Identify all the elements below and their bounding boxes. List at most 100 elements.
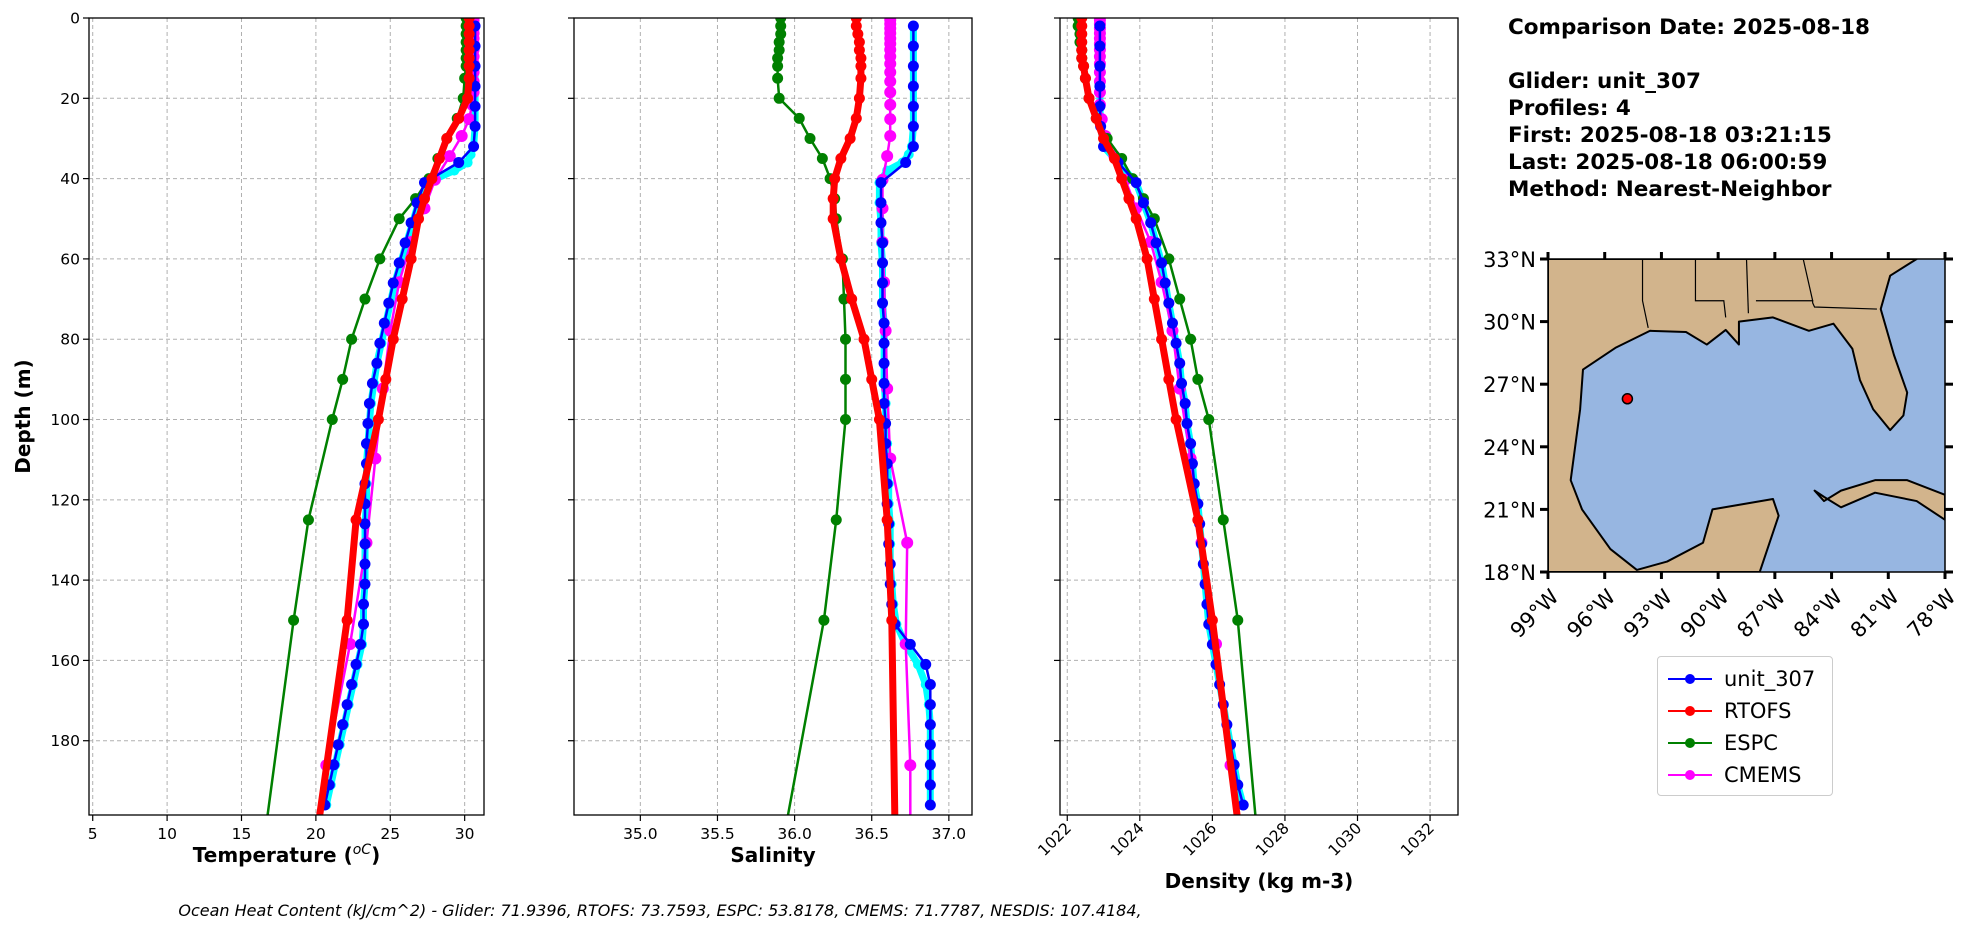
data-point-espc bbox=[1250, 816, 1261, 827]
data-point-espc bbox=[840, 373, 852, 385]
data-point-rtofs bbox=[858, 333, 870, 345]
data-point-glider bbox=[900, 157, 912, 169]
data-point-glider bbox=[877, 257, 889, 269]
data-point-rtofs bbox=[426, 173, 438, 185]
data-point-rtofs bbox=[853, 92, 865, 104]
data-point-glider bbox=[877, 277, 889, 289]
data-point-glider bbox=[374, 337, 386, 349]
data-point-rtofs bbox=[341, 614, 353, 626]
data-point-rtofs bbox=[889, 816, 900, 827]
data-point-glider bbox=[357, 598, 369, 610]
land-cuba bbox=[1813, 479, 1945, 521]
data-point-cmems bbox=[901, 536, 914, 549]
data-point-espc bbox=[359, 293, 371, 305]
data-point-cmems bbox=[884, 57, 897, 70]
data-point-cmems bbox=[884, 66, 897, 79]
data-point-espc bbox=[773, 36, 785, 48]
data-point-glider bbox=[1159, 277, 1171, 289]
data-point-glider bbox=[907, 60, 919, 72]
data-point-glider bbox=[469, 80, 481, 92]
legend-swatch bbox=[1668, 768, 1712, 782]
data-point-glider bbox=[907, 20, 919, 32]
data-point-glider_profiles bbox=[913, 659, 924, 670]
glider-name: Glider: unit_307 bbox=[1508, 69, 1701, 94]
data-point-espc bbox=[1192, 373, 1204, 385]
legend-label: ESPC bbox=[1724, 731, 1778, 755]
x-tick-label: 35.5 bbox=[700, 825, 735, 843]
data-point-rtofs bbox=[886, 614, 898, 626]
method: Method: Nearest-Neighbor bbox=[1508, 177, 1832, 202]
data-point-rtofs bbox=[1170, 414, 1182, 426]
y-tick-label: 40 bbox=[60, 170, 80, 188]
data-point-glider bbox=[875, 217, 887, 229]
state-border bbox=[1755, 300, 1877, 310]
data-point-glider bbox=[924, 739, 936, 751]
data-point-glider bbox=[907, 40, 919, 52]
y-tick-label: 180 bbox=[50, 732, 80, 750]
data-point-espc bbox=[793, 112, 805, 124]
data-point-espc bbox=[1232, 614, 1244, 626]
data-point-rtofs bbox=[463, 36, 475, 48]
lon-tick-label: 87°W bbox=[1732, 584, 1790, 642]
x-tick-label: 10 bbox=[157, 825, 177, 843]
lon-tick-label: 96°W bbox=[1562, 584, 1620, 642]
data-point-rtofs bbox=[827, 213, 839, 225]
data-point-glider bbox=[1163, 297, 1175, 309]
data-point-rtofs bbox=[463, 72, 475, 84]
data-point-cmems bbox=[904, 759, 917, 772]
data-point-rtofs bbox=[1076, 20, 1088, 32]
legend-swatch bbox=[1668, 704, 1712, 718]
data-point-glider bbox=[387, 277, 399, 289]
data-point-espc bbox=[830, 514, 842, 526]
data-point-rtofs bbox=[418, 193, 430, 205]
data-point-espc bbox=[838, 293, 850, 305]
y-tick-label: 100 bbox=[50, 411, 80, 429]
data-point-glider bbox=[1094, 60, 1106, 72]
data-point-glider bbox=[1094, 20, 1106, 32]
data-point-glider bbox=[341, 699, 353, 711]
legend-label: unit_307 bbox=[1724, 667, 1816, 691]
data-point-rtofs bbox=[855, 60, 867, 72]
data-point-glider_profiles bbox=[462, 157, 473, 168]
data-point-glider bbox=[924, 719, 936, 731]
data-point-espc bbox=[302, 514, 314, 526]
lon-tick-label: 78°W bbox=[1903, 584, 1961, 642]
location-map: 18°N 21°N 24°N 27°N 30°N 33°N 99°W96°W93°W90°W… bbox=[1483, 248, 1961, 643]
x-tick-label: 20 bbox=[306, 825, 326, 843]
state-border bbox=[1745, 259, 1749, 314]
data-point-glider bbox=[907, 120, 919, 132]
data-point-espc bbox=[818, 614, 830, 626]
data-point-rtofs bbox=[1090, 112, 1102, 124]
data-point-rtofs bbox=[881, 514, 893, 526]
data-point-glider bbox=[366, 377, 378, 389]
data-point-rtofs bbox=[1148, 293, 1160, 305]
land-north-america bbox=[1548, 259, 1918, 572]
legend-item-cmems: CMEMS bbox=[1668, 759, 1822, 791]
data-point-rtofs bbox=[1078, 60, 1090, 72]
y-tick-label: 20 bbox=[60, 90, 80, 108]
data-point-rtofs bbox=[463, 44, 475, 56]
profile-panel-1: 35.0 35.5 36.0 36.5 37.0 Salinity bbox=[568, 17, 973, 867]
lat-tick-label: 18°N bbox=[1483, 561, 1536, 585]
data-point-rtofs bbox=[1163, 373, 1175, 385]
data-point-glider bbox=[878, 317, 890, 329]
data-point-rtofs bbox=[1076, 36, 1088, 48]
last-time: Last: 2025-08-18 06:00:59 bbox=[1508, 150, 1828, 175]
data-point-rtofs bbox=[413, 213, 425, 225]
data-point-glider bbox=[1179, 397, 1191, 409]
data-point-rtofs bbox=[873, 414, 885, 426]
data-point-glider bbox=[371, 357, 383, 369]
data-point-glider bbox=[1137, 197, 1149, 209]
data-point-glider bbox=[920, 658, 932, 670]
data-point-glider bbox=[362, 418, 374, 430]
data-point-rtofs bbox=[1076, 44, 1088, 56]
x-tick-label: 1026 bbox=[1180, 819, 1221, 860]
data-point-glider bbox=[399, 237, 411, 249]
data-point-glider bbox=[1130, 177, 1142, 189]
data-point-glider bbox=[878, 337, 890, 349]
data-point-rtofs bbox=[1083, 92, 1095, 104]
state-border bbox=[1641, 259, 1649, 328]
data-point-glider bbox=[878, 377, 890, 389]
data-point-glider bbox=[357, 618, 369, 630]
data-point-espc bbox=[261, 816, 272, 827]
